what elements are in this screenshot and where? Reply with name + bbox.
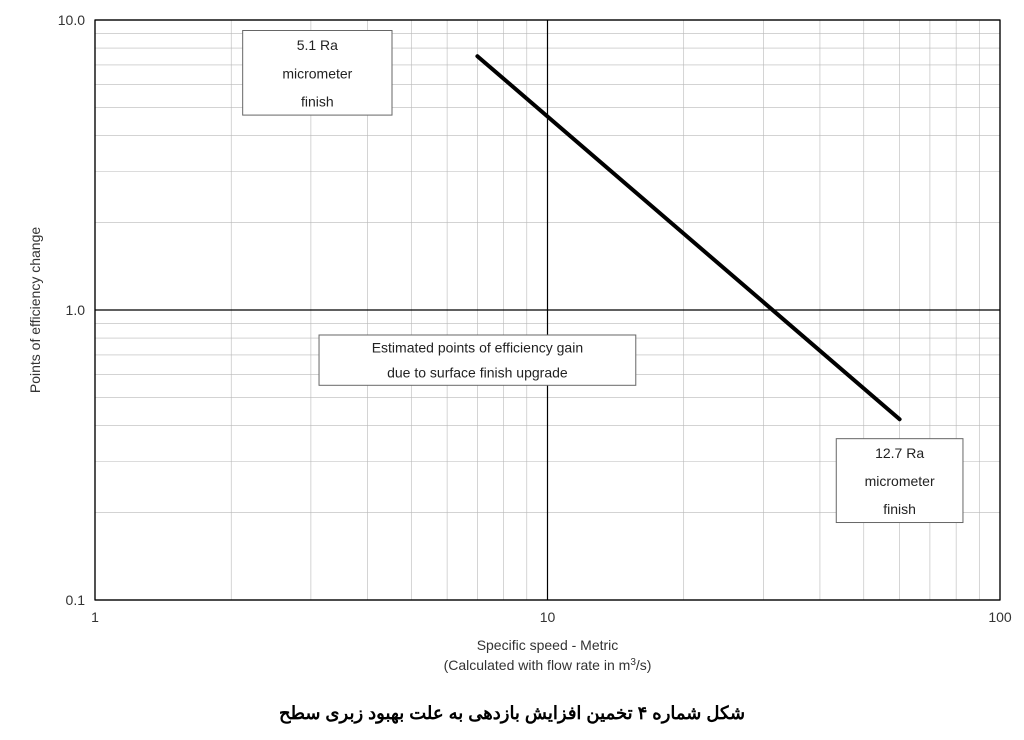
svg-text:finish: finish	[301, 94, 334, 110]
x-axis-title: Specific speed - Metric	[477, 637, 619, 653]
svg-text:5.1 Ra: 5.1 Ra	[297, 37, 338, 53]
svg-text:1: 1	[91, 609, 99, 625]
svg-text:micrometer: micrometer	[282, 65, 352, 81]
svg-text:12.7 Ra: 12.7 Ra	[875, 445, 924, 461]
svg-text:finish: finish	[883, 501, 916, 517]
label-center: Estimated points of efficiency gain due t…	[319, 335, 636, 385]
svg-text:0.1: 0.1	[66, 592, 86, 608]
label-5-1-ra: 5.1 Ra micrometer finish	[243, 31, 392, 116]
label-12-7-ra: 12.7 Ra micrometer finish	[836, 439, 963, 523]
figure-container: 1 10 100 0.1 1.0 10.0 Specific speed - Metric (…	[0, 0, 1024, 740]
loglog-chart: 1 10 100 0.1 1.0 10.0 Specific speed - Metric (…	[0, 0, 1024, 740]
svg-text:1.0: 1.0	[66, 302, 86, 318]
svg-text:Estimated points of efficiency: Estimated points of efficiency gain	[372, 340, 583, 356]
figure-caption: شکل شماره ۴ تخمین افزایش بازدهی به علت ب…	[0, 703, 1024, 724]
y-axis-title: Points of efficiency change	[27, 227, 43, 394]
x-axis-subtitle: (Calculated with flow rate in m3/s)	[444, 657, 652, 674]
svg-text:100: 100	[988, 609, 1012, 625]
svg-text:due to surface finish upgrade: due to surface finish upgrade	[387, 365, 568, 381]
svg-text:10: 10	[540, 609, 556, 625]
svg-text:micrometer: micrometer	[865, 473, 935, 489]
svg-text:10.0: 10.0	[58, 12, 85, 28]
